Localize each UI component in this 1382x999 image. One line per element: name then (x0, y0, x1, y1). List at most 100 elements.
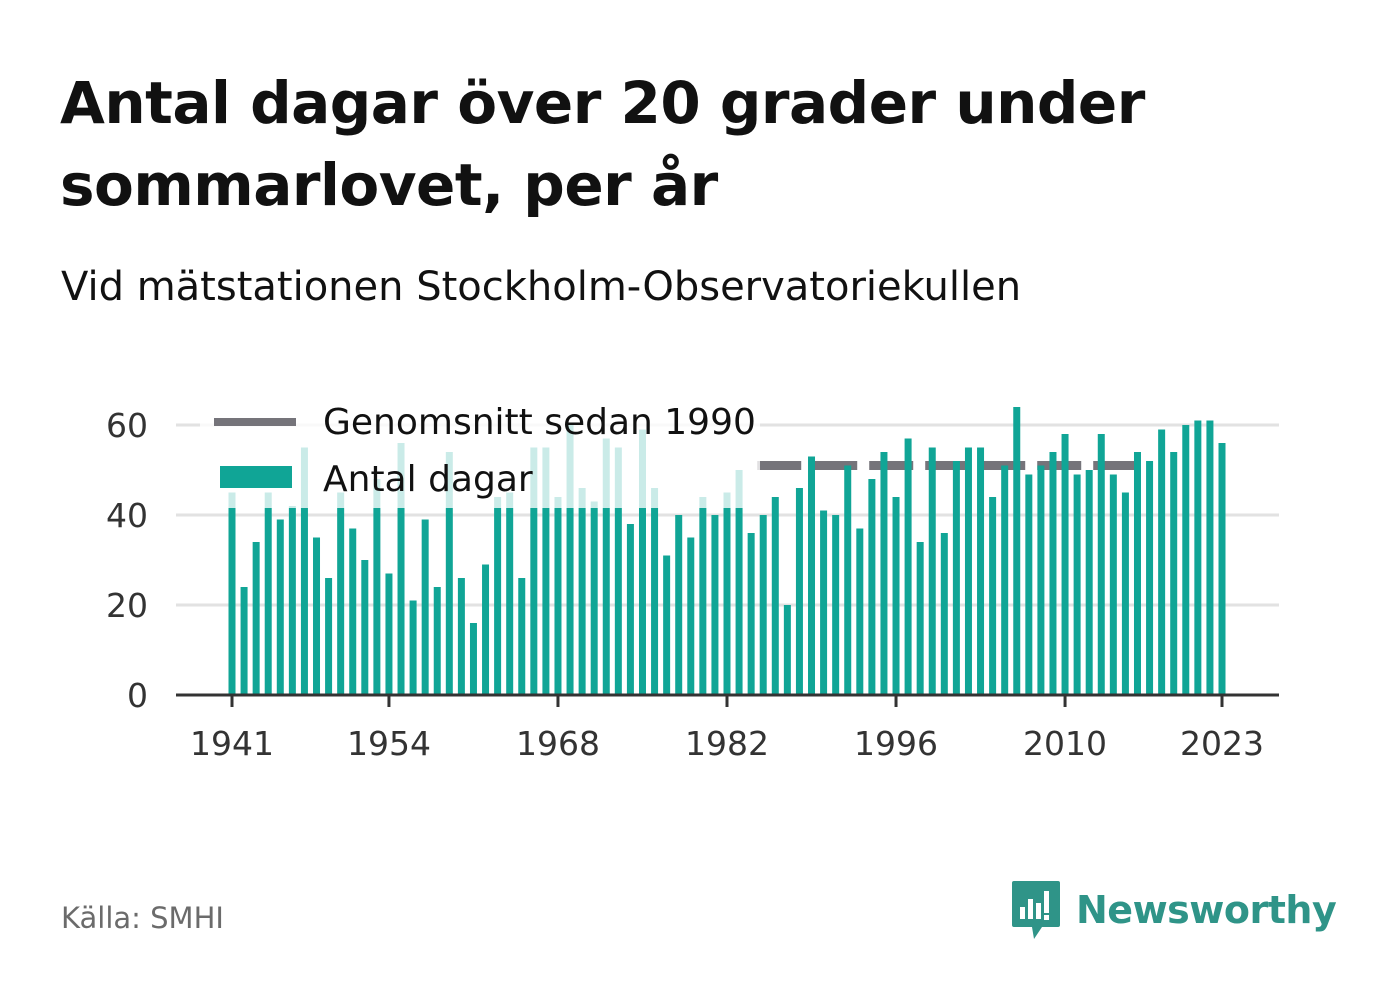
bar-1943 (252, 542, 260, 695)
bar-1988 (795, 488, 803, 695)
bar-2014 (1109, 474, 1117, 695)
bar-1974 (626, 524, 634, 695)
y-tick-label: 60 (106, 406, 148, 445)
y-tick-label: 40 (106, 496, 148, 535)
bar-2017 (1146, 461, 1154, 695)
bar-1961 (469, 623, 477, 695)
bar-1950 (337, 492, 345, 695)
bar-1958 (433, 587, 441, 695)
source-note: Källa: SMHI (61, 901, 224, 935)
x-tick-label: 1982 (685, 724, 769, 763)
bar-1971 (590, 501, 598, 695)
bar-2015 (1121, 492, 1129, 695)
bar-2003 (977, 447, 985, 695)
bar-1960 (457, 578, 465, 695)
bar-1952 (361, 560, 369, 695)
x-tick-label: 1954 (347, 724, 431, 763)
bar-1991 (832, 515, 840, 695)
y-tick-label: 20 (106, 586, 148, 625)
bar-1972 (602, 438, 610, 695)
bar-1982 (723, 492, 731, 695)
bar-1995 (880, 452, 888, 695)
brand-logo: Newsworthy (1010, 878, 1337, 942)
bar-2018 (1158, 429, 1166, 695)
bar-2005 (1001, 465, 1009, 695)
bar-1983 (735, 470, 743, 695)
bar-1975 (638, 429, 646, 695)
bars (228, 407, 1226, 695)
bar-1966 (530, 447, 538, 695)
bar-1969 (566, 425, 574, 695)
bar-2012 (1085, 470, 1093, 695)
y-tick-labels: 0 20 40 60 (106, 406, 148, 715)
bar-1976 (651, 488, 659, 695)
bar-2021 (1194, 420, 1202, 695)
bar-2022 (1206, 420, 1214, 695)
bar-1964 (506, 492, 514, 695)
legend-bar-swatch (220, 466, 292, 488)
legend: Genomsnitt sedan 1990 Antal dagar (214, 402, 756, 500)
bar-1998 (916, 542, 924, 695)
bar-1992 (844, 465, 852, 695)
x-tick-label: 1941 (190, 724, 274, 763)
bar-1970 (578, 488, 586, 695)
bar-2013 (1097, 434, 1105, 695)
bar-1963 (494, 497, 502, 695)
bar-2009 (1049, 452, 1057, 695)
bar-1954 (385, 573, 393, 695)
bar-1951 (349, 528, 357, 695)
x-tick-label: 2023 (1180, 724, 1264, 763)
bar-1984 (747, 533, 755, 695)
bar-1946 (288, 506, 296, 695)
x-tick-label: 2010 (1023, 724, 1107, 763)
bar-2019 (1170, 452, 1178, 695)
x-tick-label: 1968 (516, 724, 600, 763)
legend-average-label: Genomsnitt sedan 1990 (323, 402, 756, 443)
bar-1941 (228, 492, 236, 695)
bar-1956 (409, 600, 417, 695)
bar-1990 (820, 510, 828, 695)
bar-1973 (614, 447, 622, 695)
y-tick-label: 0 (127, 676, 148, 715)
bar-2001 (952, 461, 960, 695)
bar-1942 (240, 587, 248, 695)
bar-2007 (1025, 474, 1033, 695)
bar-2002 (964, 447, 972, 695)
bar-2020 (1182, 425, 1190, 695)
bar-2010 (1061, 434, 1069, 695)
bar-1993 (856, 528, 864, 695)
bar-2016 (1133, 452, 1141, 695)
bar-1944 (264, 492, 272, 695)
bar-1949 (325, 578, 333, 695)
chart-title: Antal dagar över 20 grader under sommarl… (60, 69, 1145, 219)
bar-1959 (445, 452, 453, 695)
bar-1948 (313, 537, 321, 695)
x-tick-label: 1996 (854, 724, 938, 763)
bar-1965 (518, 578, 526, 695)
bar-1957 (421, 519, 429, 695)
bar-1947 (300, 447, 308, 695)
bar-2006 (1013, 407, 1021, 695)
legend-backdrop (200, 396, 760, 508)
brand-name: Newsworthy (1076, 888, 1337, 932)
bar-1989 (808, 456, 816, 695)
bar-2023 (1218, 443, 1226, 695)
bar-1967 (542, 447, 550, 695)
bar-1968 (554, 497, 562, 695)
bar-1981 (711, 515, 719, 695)
x-tick-labels: 1941 1954 1968 1982 1996 2010 2023 (190, 695, 1264, 763)
bar-1978 (675, 515, 683, 695)
bar-1986 (771, 497, 779, 695)
bar-1945 (276, 519, 284, 695)
bar-1955 (397, 443, 405, 695)
bar-1985 (759, 515, 767, 695)
bar-1997 (904, 438, 912, 695)
bar-2004 (989, 497, 997, 695)
legend-bar-label: Antal dagar (323, 459, 533, 500)
bar-1962 (482, 564, 490, 695)
bar-1979 (687, 537, 695, 695)
bar-1953 (373, 479, 381, 695)
bar-1999 (928, 447, 936, 695)
bar-2000 (940, 533, 948, 695)
